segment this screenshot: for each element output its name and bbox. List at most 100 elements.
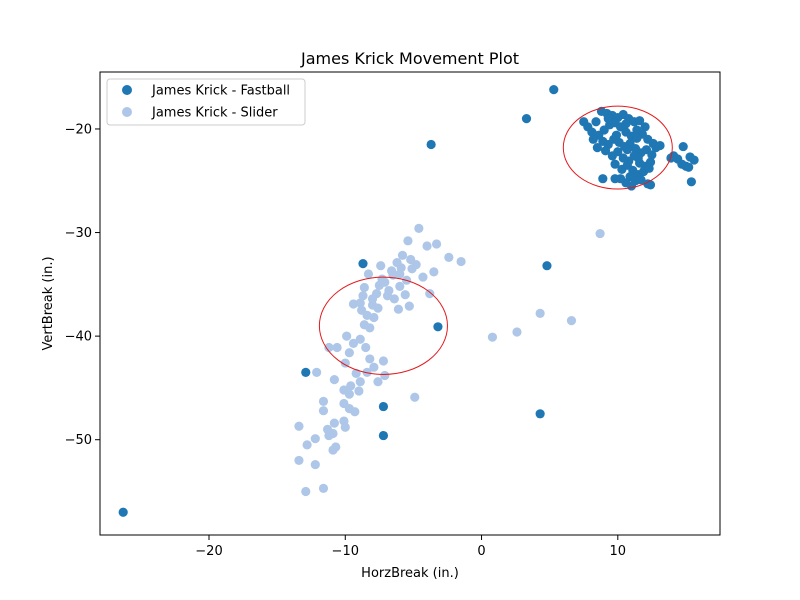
data-point	[329, 418, 339, 428]
data-point	[382, 291, 393, 301]
data-point	[340, 422, 350, 432]
data-point	[635, 116, 645, 126]
chart-title: James Krick Movement Plot	[300, 49, 519, 68]
data-point	[644, 163, 654, 173]
x-tick-label: 0	[477, 544, 485, 559]
data-point	[340, 358, 350, 368]
data-point	[378, 356, 389, 366]
data-point	[395, 269, 405, 279]
data-point	[359, 282, 369, 293]
data-point	[647, 150, 657, 160]
data-point	[312, 367, 322, 377]
data-point	[310, 434, 320, 444]
plot-marks	[118, 85, 699, 517]
data-point	[535, 409, 545, 419]
data-point	[393, 304, 404, 314]
data-point	[613, 147, 623, 157]
x-axis-ticks: −20 −10 0 10	[195, 535, 626, 559]
data-point	[318, 396, 329, 406]
data-point	[411, 260, 421, 270]
data-point	[549, 85, 559, 95]
data-point	[400, 290, 410, 300]
legend-marker-fastball	[122, 85, 132, 95]
data-point	[294, 455, 304, 466]
data-point	[603, 114, 613, 124]
data-point	[542, 261, 552, 271]
y-tick-label: −20	[65, 122, 92, 137]
data-point	[373, 377, 383, 387]
data-point	[361, 342, 371, 353]
data-point	[595, 228, 605, 239]
data-point	[310, 459, 320, 470]
data-point	[429, 267, 439, 277]
data-point	[318, 483, 329, 493]
legend-label-fastball: James Krick - Fastball	[151, 84, 290, 99]
data-point	[414, 223, 424, 234]
data-point	[302, 440, 312, 450]
data-point	[404, 301, 414, 311]
data-point	[328, 445, 338, 455]
data-point	[651, 143, 661, 153]
data-point	[636, 175, 646, 185]
data-point	[433, 322, 443, 332]
data-point	[301, 367, 311, 377]
data-point	[521, 114, 532, 124]
data-point	[378, 401, 389, 412]
data-point	[118, 507, 128, 517]
data-point	[592, 143, 602, 153]
data-point	[395, 281, 405, 292]
data-point	[633, 153, 643, 163]
data-point	[410, 392, 420, 402]
data-point	[328, 428, 338, 439]
y-axis-ticks: −20 −30 −40 −50	[65, 122, 100, 448]
data-point	[362, 367, 372, 377]
data-point	[678, 141, 688, 152]
data-point	[640, 122, 650, 132]
data-point	[358, 291, 368, 301]
y-axis-label: VertBreak (in.)	[41, 256, 56, 350]
data-point	[632, 133, 642, 143]
data-point	[387, 266, 397, 276]
data-point	[348, 299, 359, 309]
data-point	[588, 134, 598, 144]
data-point	[324, 342, 334, 353]
data-point	[610, 174, 620, 184]
data-point	[610, 159, 620, 169]
x-tick-label: −20	[195, 544, 222, 559]
data-point	[332, 342, 342, 353]
data-point	[535, 308, 545, 318]
data-point	[365, 323, 375, 333]
data-point	[318, 406, 329, 416]
data-point	[367, 300, 378, 310]
data-point	[342, 331, 352, 341]
series-fastball	[118, 85, 699, 517]
data-point	[611, 130, 622, 140]
data-point	[591, 117, 601, 127]
data-point	[369, 362, 379, 372]
x-axis-label: HorzBreak (in.)	[361, 566, 459, 581]
data-point	[598, 174, 608, 184]
data-point	[579, 117, 589, 127]
data-point	[418, 272, 428, 282]
cluster-ellipse-1	[562, 105, 673, 190]
data-point	[645, 180, 656, 190]
data-point	[403, 236, 413, 246]
data-point	[339, 385, 349, 395]
data-point	[422, 241, 432, 251]
plot-frame	[99, 71, 721, 536]
data-point	[686, 177, 696, 187]
legend-marker-slider	[122, 107, 132, 117]
data-point	[363, 269, 374, 279]
legend-box	[106, 78, 306, 126]
data-point	[355, 334, 365, 344]
data-point	[357, 305, 367, 315]
data-point	[600, 146, 611, 156]
data-point	[426, 139, 436, 150]
data-point	[294, 421, 304, 431]
data-point	[358, 259, 368, 269]
data-point	[621, 119, 631, 129]
data-point	[329, 375, 339, 385]
data-point	[354, 386, 364, 396]
data-point	[380, 370, 390, 381]
data-point	[444, 252, 454, 263]
